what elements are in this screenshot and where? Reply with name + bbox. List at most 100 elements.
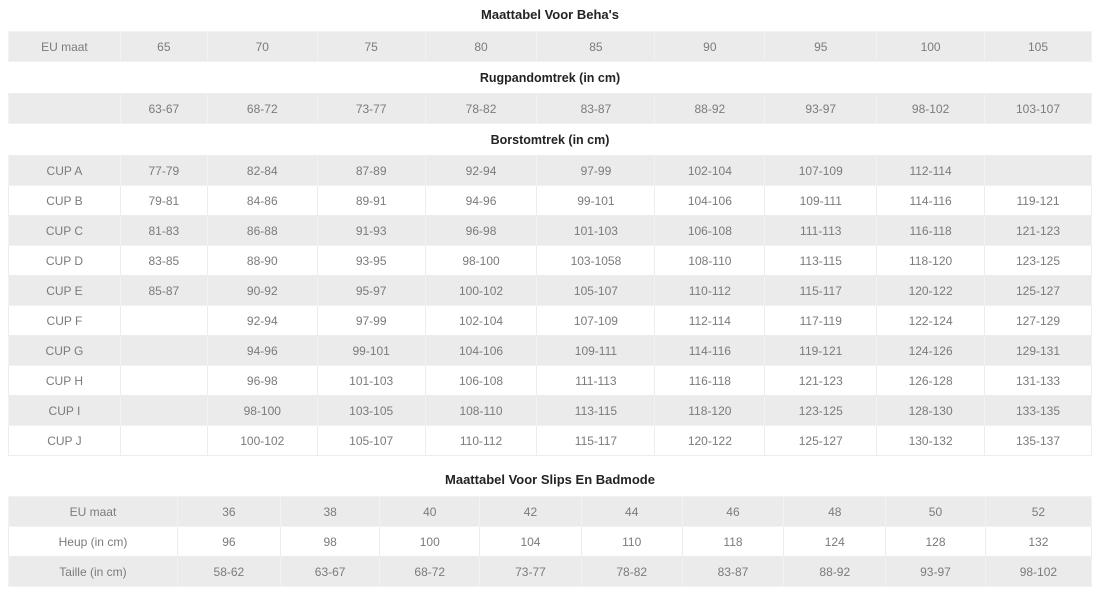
value-cell: 63-67 [279,556,381,587]
size-header-cell: 85 [536,31,656,62]
table-row: CUP F 92-94 97-99 102-104 107-109 112-114 117-… [8,305,1092,336]
size-header-cell: 70 [206,31,318,62]
value-cell: 125-127 [764,425,878,456]
swim-table-body: EU maat 36 38 40 42 44 46 48 50 52 Heup (in cm) 96 9… [8,496,1093,587]
row-label-cell: CUP F [8,305,121,336]
table-row: CUP H 96-98 101-103 106-108 111-113 116-118 12… [8,365,1092,396]
value-cell: 97-99 [316,305,426,336]
table-row: EU maat 36 38 40 42 44 46 48 50 52 [8,496,1093,527]
value-cell: 101-103 [316,365,426,396]
value-cell: 46 [681,496,785,527]
table-row: CUP I 98-100 103-105 108-110 113-115 118-120 1… [8,395,1092,426]
bra-size-table: EU maat 65 70 75 80 85 90 95 100 105 Rugpandomtrek… [8,31,1092,456]
value-cell [119,395,208,426]
value-cell: 83-85 [119,245,208,276]
value-cell: 108-110 [424,395,538,426]
table-row: CUP J 100-102 105-107 110-112 115-117 120-122… [8,425,1092,456]
value-cell: 92-94 [424,155,538,186]
row-label-cell: EU maat [8,496,178,527]
value-cell: 98-100 [206,395,318,426]
value-cell [119,365,208,396]
value-cell: 121-123 [764,365,878,396]
value-cell: 135-137 [984,425,1092,456]
value-cell: 114-116 [876,185,986,216]
size-header-cell: 90 [654,31,766,62]
value-cell: 52 [984,496,1093,527]
value-cell: 92-94 [206,305,318,336]
value-cell: 93-95 [316,245,426,276]
table-row: EU maat 65 70 75 80 85 90 95 100 105 [8,31,1092,62]
row-label-cell: EU maat [8,31,121,62]
value-cell: 95-97 [316,275,426,306]
value-cell: 110 [580,526,683,557]
value-cell: 73-77 [479,556,582,587]
value-cell: 124 [783,526,887,557]
value-cell: 77-79 [119,155,208,186]
value-cell: 129-131 [984,335,1092,366]
size-header-cell: 105 [984,31,1092,62]
row-label-cell: CUP J [8,425,121,456]
value-cell: 112-114 [876,155,986,186]
swim-table-title: Maattabel Voor Slips En Badmode [445,472,655,487]
value-cell: 132 [984,526,1093,557]
bra-table-title: Maattabel Voor Beha's [481,7,619,22]
value-cell: 78-82 [580,556,683,587]
value-cell: 58-62 [176,556,281,587]
value-cell: 118 [681,526,785,557]
value-cell: 97-99 [536,155,656,186]
value-cell: 126-128 [876,365,986,396]
row-label-cell: CUP C [8,215,121,246]
value-cell: 123-125 [984,245,1092,276]
value-cell: 78-82 [424,93,538,124]
value-cell: 86-88 [206,215,318,246]
value-cell: 128-130 [876,395,986,426]
value-cell: 109-111 [536,335,656,366]
value-cell: 114-116 [654,335,766,366]
value-cell: 98 [279,526,381,557]
value-cell: 117-119 [764,305,878,336]
row-label-cell: CUP B [8,185,121,216]
value-cell: 121-123 [984,215,1092,246]
value-cell: 108-110 [654,245,766,276]
row-label-cell: Heup (in cm) [8,526,178,557]
value-cell: 100 [379,526,481,557]
value-cell: 98-102 [876,93,986,124]
value-cell: 98-100 [424,245,538,276]
value-cell: 93-97 [885,556,986,587]
row-label-cell: Taille (in cm) [8,556,178,587]
value-cell: 111-113 [764,215,878,246]
value-cell [119,305,208,336]
value-cell: 118-120 [654,395,766,426]
value-cell: 133-135 [984,395,1092,426]
value-cell: 40 [379,496,481,527]
value-cell: 104-106 [654,185,766,216]
value-cell: 118-120 [876,245,986,276]
size-header-cell: 100 [876,31,986,62]
value-cell: 81-83 [119,215,208,246]
value-cell: 115-117 [536,425,656,456]
value-cell: 123-125 [764,395,878,426]
bra-table-body: EU maat 65 70 75 80 85 90 95 100 105 Rugpandomtrek… [8,31,1092,456]
value-cell: 85-87 [119,275,208,306]
size-header-cell: 80 [424,31,538,62]
size-header-cell: 65 [119,31,208,62]
value-cell: 68-72 [206,93,318,124]
table-row: CUP G 94-96 99-101 104-106 109-111 114-116 119… [8,335,1092,366]
value-cell: 104 [479,526,582,557]
value-cell: 98-102 [984,556,1093,587]
value-cell: 103-1058 [536,245,656,276]
value-cell: 96-98 [206,365,318,396]
value-cell: 115-117 [764,275,878,306]
value-cell: 131-133 [984,365,1092,396]
value-cell: 128 [885,526,986,557]
value-cell: 119-121 [984,185,1092,216]
value-cell: 87-89 [316,155,426,186]
value-cell: 112-114 [654,305,766,336]
table-row: Rugpandomtrek (in cm) [8,61,1092,94]
table-row: Borstomtrek (in cm) [8,123,1092,156]
value-cell: 116-118 [654,365,766,396]
section-label-cell: Borstomtrek (in cm) [8,123,1092,156]
row-label-cell: CUP A [8,155,121,186]
value-cell: 44 [580,496,683,527]
value-cell: 120-122 [876,275,986,306]
